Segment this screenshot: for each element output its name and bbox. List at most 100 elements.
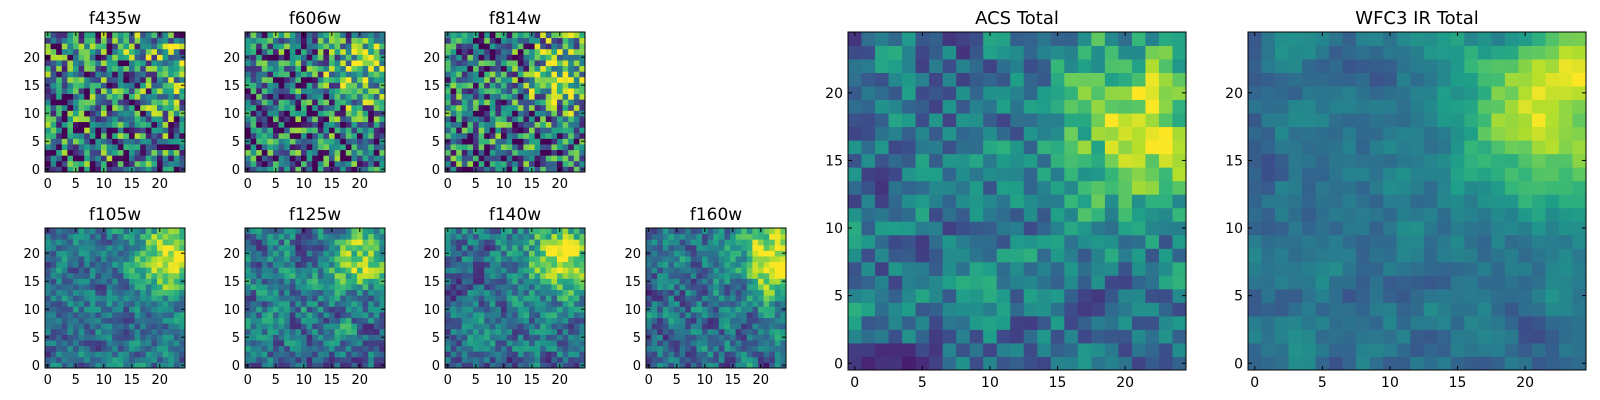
heatmap-cell xyxy=(557,317,564,324)
heatmap-cell xyxy=(1131,261,1146,276)
heatmap-cell xyxy=(489,233,496,240)
heatmap-cell xyxy=(373,116,380,123)
heatmap-cell xyxy=(478,54,485,61)
heatmap-cell xyxy=(512,149,519,156)
heatmap-cell xyxy=(702,300,709,307)
heatmap-cell xyxy=(256,88,263,95)
heatmap-cell xyxy=(89,306,96,313)
heatmap-cell xyxy=(690,317,697,324)
heatmap-cell xyxy=(134,104,141,111)
heatmap-cell xyxy=(551,334,558,341)
heatmap-cell xyxy=(484,48,491,55)
heatmap-cell xyxy=(129,104,136,111)
heatmap-cell xyxy=(450,340,457,347)
heatmap-cell xyxy=(774,295,781,302)
heatmap-cell xyxy=(56,138,63,145)
heatmap-cell xyxy=(529,60,536,67)
heatmap-cell xyxy=(101,132,108,139)
heatmap-cell xyxy=(724,340,731,347)
heatmap-cell xyxy=(95,261,102,268)
heatmap-cell xyxy=(1050,315,1065,330)
heatmap-cell xyxy=(106,345,113,352)
heatmap-cell xyxy=(445,267,452,274)
heatmap-cell xyxy=(456,144,463,151)
heatmap-cell xyxy=(73,60,80,67)
heatmap-cell xyxy=(273,60,280,67)
heatmap-cell xyxy=(145,88,152,95)
heatmap-cell xyxy=(379,312,386,319)
heatmap-cell xyxy=(707,312,714,319)
heatmap-cell xyxy=(134,144,141,151)
heatmap-cell xyxy=(345,149,352,156)
heatmap-cell xyxy=(512,104,519,111)
heatmap-cell xyxy=(534,116,541,123)
heatmap-cell xyxy=(357,60,364,67)
heatmap-cell xyxy=(718,328,725,335)
heatmap-cell xyxy=(501,93,508,100)
heatmap-cell xyxy=(540,334,547,341)
heatmap-cell xyxy=(478,278,485,285)
heatmap-cell xyxy=(245,312,252,319)
heatmap-cell xyxy=(250,116,257,123)
heatmap-cell xyxy=(168,82,175,89)
heatmap-cell xyxy=(662,244,669,251)
heatmap-cell xyxy=(902,221,917,236)
heatmap-cell xyxy=(50,300,57,307)
heatmap-cell xyxy=(123,239,130,246)
heatmap-cell xyxy=(573,323,580,330)
heatmap-cell xyxy=(517,32,524,39)
heatmap-cell xyxy=(73,334,80,341)
heatmap-cell xyxy=(357,267,364,274)
heatmap-cell xyxy=(674,323,681,330)
heatmap-cell xyxy=(674,295,681,302)
heatmap-cell xyxy=(506,32,513,39)
heatmap-cell xyxy=(95,132,102,139)
heatmap-cell xyxy=(540,71,547,78)
heatmap-cell xyxy=(523,306,530,313)
heatmap-cell xyxy=(334,82,341,89)
heatmap-cell xyxy=(551,300,558,307)
heatmap-cell xyxy=(73,323,80,330)
heatmap-cell xyxy=(289,104,296,111)
heatmap-cell xyxy=(657,312,664,319)
heatmap-cell xyxy=(317,250,324,257)
heatmap-cell xyxy=(340,104,347,111)
heatmap-cell xyxy=(295,60,302,67)
heatmap-cell xyxy=(506,323,513,330)
heatmap-cell xyxy=(162,37,169,44)
heatmap-cell xyxy=(245,267,252,274)
heatmap-cell xyxy=(306,138,313,145)
heatmap-cell xyxy=(1023,302,1038,317)
heatmap-cell xyxy=(306,356,313,363)
heatmap-cell xyxy=(529,149,536,156)
heatmap-cell xyxy=(557,54,564,61)
heatmap-cell xyxy=(467,60,474,67)
heatmap-cell xyxy=(696,267,703,274)
heatmap-cell xyxy=(540,149,547,156)
heatmap-cell xyxy=(1050,194,1065,209)
heatmap-cell xyxy=(1145,167,1160,182)
heatmap-cell xyxy=(323,155,330,162)
heatmap-cell xyxy=(340,110,347,117)
heatmap-cell xyxy=(888,342,903,357)
heatmap-cell xyxy=(456,99,463,106)
heatmap-cell xyxy=(662,323,669,330)
heatmap-cell xyxy=(657,334,664,341)
heatmap-cell xyxy=(668,345,675,352)
heatmap-cell xyxy=(334,317,341,324)
heatmap-cell xyxy=(774,345,781,352)
heatmap-cell xyxy=(101,127,108,134)
heatmap-cell xyxy=(284,306,291,313)
heatmap-cell xyxy=(696,317,703,324)
heatmap-cell xyxy=(758,328,765,335)
heatmap-cell xyxy=(67,88,74,95)
heatmap-cell xyxy=(101,104,108,111)
heatmap-cell xyxy=(245,37,252,44)
heatmap-cell xyxy=(512,267,519,274)
heatmap-cell xyxy=(568,312,575,319)
heatmap-cell xyxy=(157,261,164,268)
heatmap-cell xyxy=(357,116,364,123)
heatmap-cell xyxy=(529,104,536,111)
heatmap-cell xyxy=(368,340,375,347)
